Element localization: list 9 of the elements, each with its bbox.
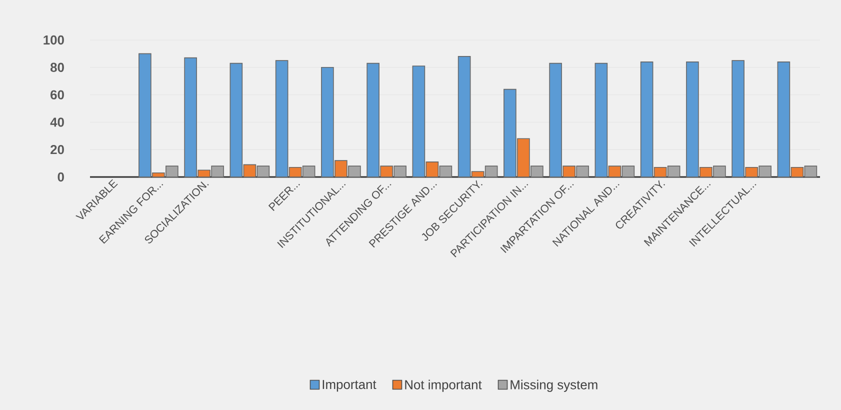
y-tick-label: 80: [50, 62, 64, 72]
legend-label: Not important: [405, 380, 482, 392]
legend-label: Missing system: [510, 380, 598, 392]
y-tick-label: 60: [50, 90, 64, 100]
y-tick-label: 100: [44, 35, 64, 45]
y-tick-label: 20: [50, 145, 64, 154]
y-tick-label: 40: [50, 118, 64, 127]
y-tick-label: 0: [58, 172, 64, 182]
legend-label: Important: [322, 380, 376, 392]
